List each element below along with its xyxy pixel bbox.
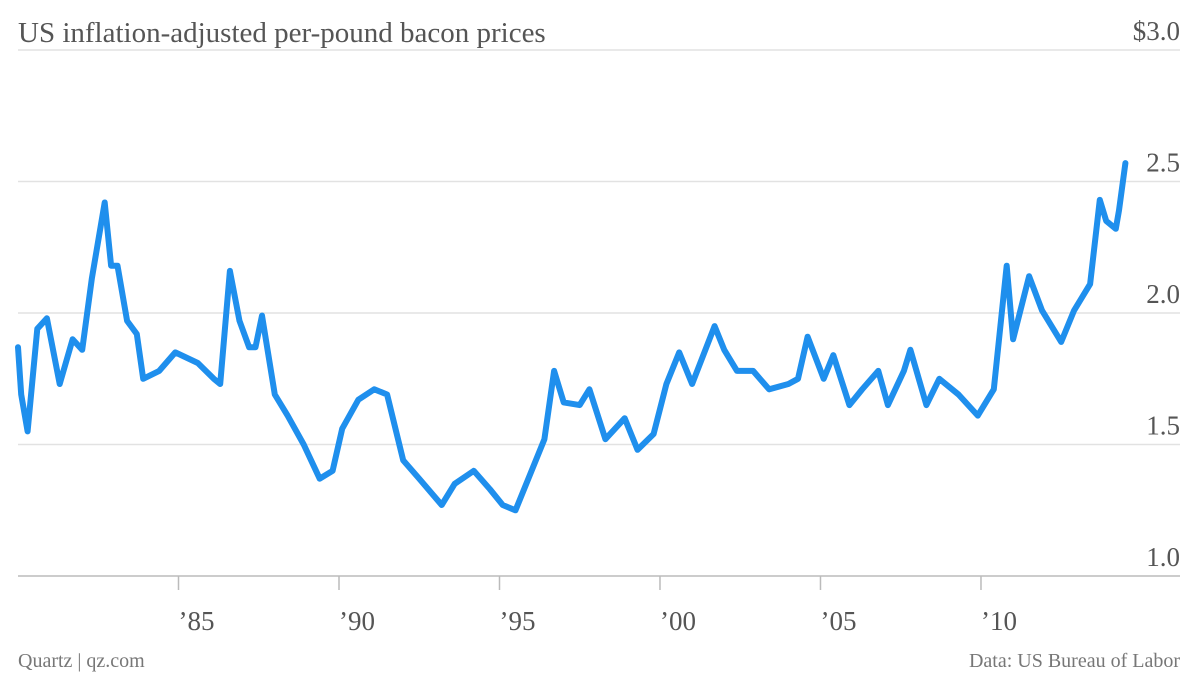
x-tick-label: ’00 (660, 606, 696, 636)
x-tick-label: ’10 (981, 606, 1017, 636)
x-tick-label: ’95 (499, 606, 535, 636)
x-tick-label: ’90 (339, 606, 375, 636)
y-tick-label: $3.0 (1133, 16, 1180, 46)
x-tick-label: ’85 (178, 606, 214, 636)
y-tick-label: 1.0 (1146, 542, 1180, 572)
data-line (15, 160, 1129, 514)
y-tick-label: 2.5 (1146, 148, 1180, 178)
x-tick-label: ’05 (820, 606, 856, 636)
y-tick-label: 1.5 (1146, 411, 1180, 441)
y-tick-label: 2.0 (1146, 279, 1180, 309)
credit: Quartz | qz.com (18, 650, 145, 672)
chart-title: US inflation-adjusted per-pound bacon pr… (18, 17, 546, 49)
source: Data: US Bureau of Labor (969, 650, 1180, 672)
